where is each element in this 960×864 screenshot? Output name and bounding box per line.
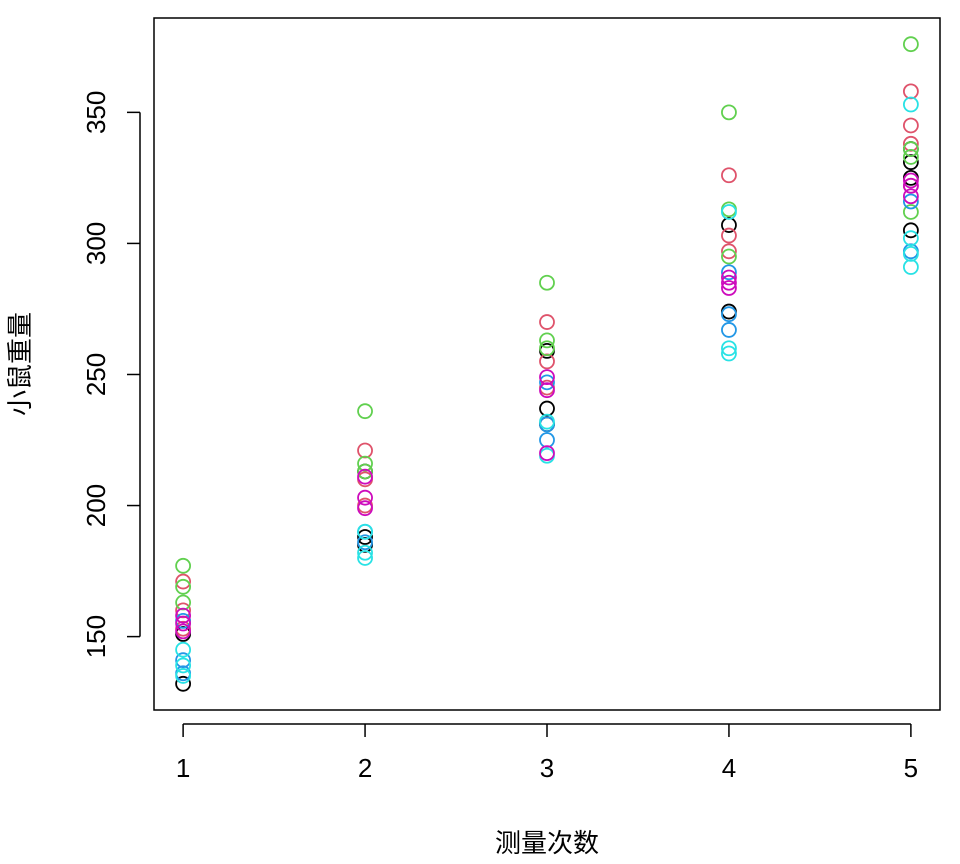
y-tick-label: 300 [81,222,111,265]
point [902,96,919,113]
point [357,468,373,485]
point [357,500,373,517]
point [902,259,919,275]
point [357,523,373,540]
point [902,83,919,100]
point [721,274,737,291]
point [539,353,555,370]
point [175,573,192,590]
point [539,413,555,430]
point [721,322,737,338]
point [902,117,919,134]
point [721,104,737,121]
point [539,314,555,330]
point [721,269,737,286]
x-tick-label: 3 [540,753,554,783]
point [175,657,192,674]
y-tick-label: 250 [81,353,111,396]
y-tick-label: 350 [81,91,111,134]
x-tick-label: 2 [358,753,372,783]
y-tick-label: 150 [81,615,111,658]
point [539,274,555,291]
point [721,306,737,323]
point [539,340,555,357]
point [175,668,192,684]
point [357,534,373,551]
point [539,332,555,349]
point [357,550,373,566]
point [721,264,737,281]
point [721,248,737,265]
point [902,222,919,239]
point [902,204,919,220]
point [721,340,737,357]
point [721,204,737,220]
point [539,400,555,417]
point [175,675,192,692]
point [357,442,373,459]
point [357,463,373,480]
point [902,149,919,165]
point [175,641,192,658]
y-axis-label: 小鼠重量 [5,312,35,416]
x-tick-label: 4 [722,753,736,783]
point [721,243,737,260]
point [902,188,919,205]
point [902,172,919,189]
point [175,615,192,632]
point [539,445,555,462]
y-tick-label: 200 [81,484,111,527]
point [721,280,737,296]
point [357,403,373,420]
point [902,36,919,53]
point [721,227,737,244]
x-axis-label: 测量次数 [495,828,599,858]
point [721,345,737,362]
point [357,544,373,561]
point [902,246,919,262]
point [539,432,555,448]
point [902,230,919,247]
point [902,193,919,210]
x-tick-label: 1 [176,753,190,783]
point [175,557,192,574]
point [357,489,373,506]
point [721,167,737,184]
x-tick-label: 5 [904,753,918,783]
point [902,141,919,157]
point [175,607,192,624]
point [357,529,373,545]
plot-box [153,17,941,711]
point [175,623,192,640]
point [539,374,555,391]
point [175,578,192,595]
point [539,369,555,386]
point [902,177,919,194]
